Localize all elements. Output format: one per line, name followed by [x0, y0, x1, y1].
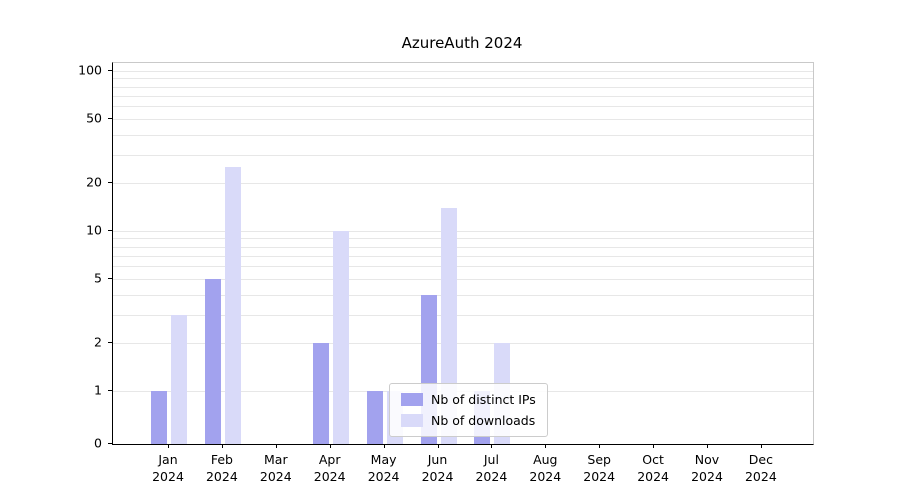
- x-tick-label-month: Jun: [427, 452, 448, 467]
- bar-nb-of-downloads-jan: [171, 314, 187, 444]
- y-axis-tick-10: [108, 230, 112, 231]
- x-axis-tick-aug: [545, 444, 547, 448]
- y-axis-tick-50: [108, 118, 112, 120]
- gridline-100: [113, 71, 813, 72]
- x-axis-tick-apr: [329, 444, 331, 448]
- y-tick-label-1: 1: [94, 382, 102, 398]
- x-tick-label-year: 2024: [259, 468, 292, 484]
- x-axis-tick-oct: [653, 444, 655, 448]
- bar-nb-of-distinct-ips-may: [366, 391, 383, 444]
- gridline-9: [113, 238, 813, 240]
- x-axis-tick-mar: [275, 444, 277, 448]
- legend: Nb of distinct IPs Nb of downloads: [389, 383, 548, 437]
- y-tick-label-20: 20: [86, 174, 102, 190]
- x-tick-label-may: May 2024: [356, 452, 412, 485]
- gridline-60: [113, 106, 813, 108]
- x-tick-label-year: 2024: [421, 468, 454, 484]
- gridline-50: [113, 119, 813, 121]
- gridline-8: [113, 246, 813, 248]
- x-tick-label-month: Dec: [748, 452, 773, 467]
- y-axis-tick-20: [108, 181, 112, 183]
- x-tick-label-oct: Oct 2024: [625, 452, 681, 485]
- legend-swatch-distinct-ips: [401, 393, 423, 406]
- x-axis-tick-jun: [437, 444, 439, 448]
- gridline-7: [113, 255, 813, 257]
- y-tick-label-100: 100: [78, 62, 102, 78]
- gridline-2: [113, 342, 813, 344]
- x-axis-tick-dec: [760, 444, 762, 448]
- x-axis-tick-jan: [168, 444, 169, 448]
- x-tick-label-year: 2024: [152, 468, 184, 484]
- x-tick-label-year: 2024: [475, 468, 508, 484]
- gridline-90: [113, 78, 813, 80]
- x-axis-tick-feb: [221, 444, 223, 448]
- x-tick-label-month: Jan: [158, 452, 178, 467]
- bar-nb-of-distinct-ips-feb: [204, 279, 221, 444]
- x-tick-label-year: 2024: [744, 468, 777, 484]
- y-tick-label-5: 5: [94, 270, 102, 286]
- gridline-80: [113, 86, 813, 88]
- x-tick-label-month: Feb: [210, 452, 233, 467]
- x-tick-label-month: Nov: [694, 452, 720, 467]
- bar-nb-of-downloads-feb: [224, 167, 241, 444]
- bar-nb-of-distinct-ips-apr: [312, 342, 329, 444]
- x-tick-label-month: Jul: [483, 452, 499, 467]
- plot-area: Nb of distinct IPs Nb of downloads: [112, 62, 814, 445]
- gridline-5: [113, 279, 813, 281]
- x-tick-label-month: Apr: [318, 452, 341, 467]
- x-tick-label-month: Aug: [533, 452, 558, 467]
- y-tick-label-10: 10: [86, 222, 102, 238]
- y-axis-tick-0: [108, 443, 112, 444]
- bar-nb-of-distinct-ips-jan: [151, 391, 167, 444]
- x-axis-tick-nov: [707, 444, 708, 448]
- x-tick-label-jun: Jun 2024: [410, 452, 466, 485]
- x-tick-label-jul: Jul 2024: [463, 452, 519, 485]
- x-tick-label-jan: Jan 2024: [140, 452, 196, 485]
- y-axis-tick-1: [108, 390, 112, 391]
- gridline-20: [113, 182, 813, 184]
- x-tick-label-month: Mar: [264, 452, 288, 467]
- x-tick-label-nov: Nov 2024: [679, 452, 735, 485]
- gridline-70: [113, 95, 813, 97]
- x-tick-label-year: 2024: [367, 468, 400, 484]
- legend-swatch-downloads: [401, 414, 423, 427]
- gridline-3: [113, 314, 813, 316]
- x-tick-label-apr: Apr 2024: [302, 452, 358, 485]
- gridline-10: [113, 231, 813, 232]
- x-axis-tick-sep: [599, 444, 601, 448]
- x-tick-label-month: May: [370, 452, 397, 467]
- x-tick-label-year: 2024: [637, 468, 669, 484]
- x-tick-label-month: Oct: [642, 452, 664, 467]
- x-axis-tick-jul: [491, 444, 493, 448]
- legend-item-distinct-ips: Nb of distinct IPs: [401, 392, 536, 407]
- gridline-30: [113, 154, 813, 156]
- legend-label-distinct-ips: Nb of distinct IPs: [431, 392, 536, 407]
- x-tick-label-sep: Sep 2024: [571, 452, 627, 485]
- y-tick-label-2: 2: [94, 334, 102, 350]
- gridline-6: [113, 266, 813, 268]
- x-tick-label-year: 2024: [205, 468, 238, 484]
- legend-label-downloads: Nb of downloads: [431, 413, 536, 428]
- y-axis-tick-100: [108, 70, 112, 71]
- x-tick-label-mar: Mar 2024: [248, 452, 304, 485]
- bar-nb-of-downloads-apr: [332, 231, 349, 444]
- x-axis-tick-may: [383, 444, 385, 448]
- chart-title: AzureAuth 2024: [401, 34, 523, 52]
- legend-item-downloads: Nb of downloads: [401, 413, 536, 428]
- x-tick-label-year: 2024: [529, 468, 562, 484]
- gridline-40: [113, 134, 813, 136]
- y-axis-tick-5: [108, 278, 112, 280]
- x-tick-label-dec: Dec 2024: [733, 452, 789, 485]
- x-tick-label-month: Sep: [587, 452, 611, 467]
- gridline-4: [113, 294, 813, 296]
- x-tick-label-year: 2024: [691, 468, 723, 484]
- x-tick-label-year: 2024: [313, 468, 346, 484]
- y-tick-label-50: 50: [86, 110, 102, 126]
- y-axis-tick-2: [108, 341, 112, 343]
- x-tick-label-aug: Aug 2024: [517, 452, 573, 485]
- y-tick-label-0: 0: [94, 435, 102, 451]
- x-tick-label-feb: Feb 2024: [194, 452, 250, 485]
- x-tick-label-year: 2024: [583, 468, 616, 484]
